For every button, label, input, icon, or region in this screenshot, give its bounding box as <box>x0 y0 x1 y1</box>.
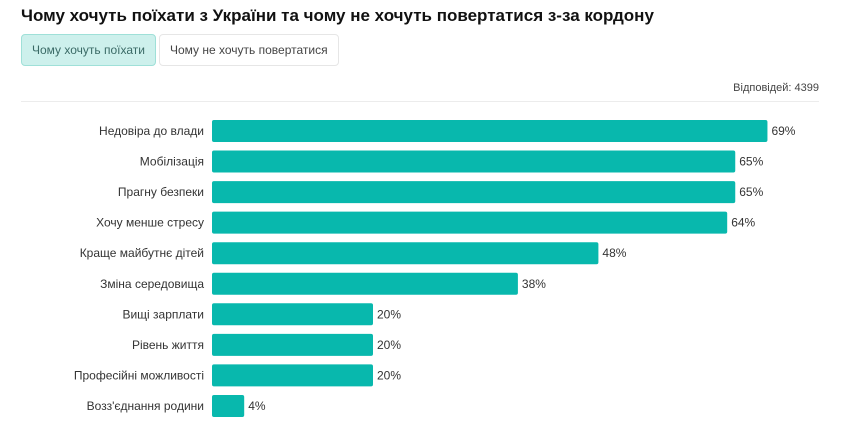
value-label: 65% <box>739 185 763 199</box>
value-label: 38% <box>522 277 546 291</box>
category-label: Професійні можливості <box>74 368 204 382</box>
bar <box>212 272 518 295</box>
category-label: Недовіра до влади <box>99 124 204 138</box>
tab-bar: Чому хочуть поїхати Чому не хочуть повер… <box>21 34 339 66</box>
tab-why-leave[interactable]: Чому хочуть поїхати <box>21 34 156 66</box>
responses-count: Відповідей: 4399 <box>733 82 819 94</box>
category-label: Краще майбутнє дітей <box>80 246 204 260</box>
category-label: Прагну безпеки <box>118 185 204 199</box>
bar <box>212 303 373 326</box>
value-label: 65% <box>739 155 763 169</box>
tab-why-not-return[interactable]: Чому не хочуть повертатися <box>158 34 339 66</box>
value-label: 4% <box>248 399 266 413</box>
category-label: Хочу менше стресу <box>96 216 204 230</box>
bar <box>212 150 736 173</box>
category-label: Вищі зарплати <box>122 307 204 321</box>
category-label: Возз'єднання родини <box>87 399 204 413</box>
category-label: Зміна середовища <box>100 277 204 291</box>
bar <box>212 120 768 142</box>
bar <box>212 211 728 234</box>
bar <box>212 333 373 356</box>
category-label: Мобілізація <box>140 155 204 169</box>
bar <box>212 364 373 387</box>
page-title: Чому хочуть поїхати з України та чому не… <box>21 6 654 25</box>
value-label: 48% <box>602 246 626 260</box>
bar <box>212 242 599 265</box>
bar <box>212 394 245 417</box>
value-label: 20% <box>377 338 401 352</box>
value-label: 69% <box>771 124 795 138</box>
value-label: 64% <box>731 216 755 230</box>
divider <box>21 101 819 102</box>
category-label: Рівень життя <box>132 338 204 352</box>
value-label: 20% <box>377 368 401 382</box>
value-label: 20% <box>377 307 401 321</box>
bar <box>212 181 736 204</box>
